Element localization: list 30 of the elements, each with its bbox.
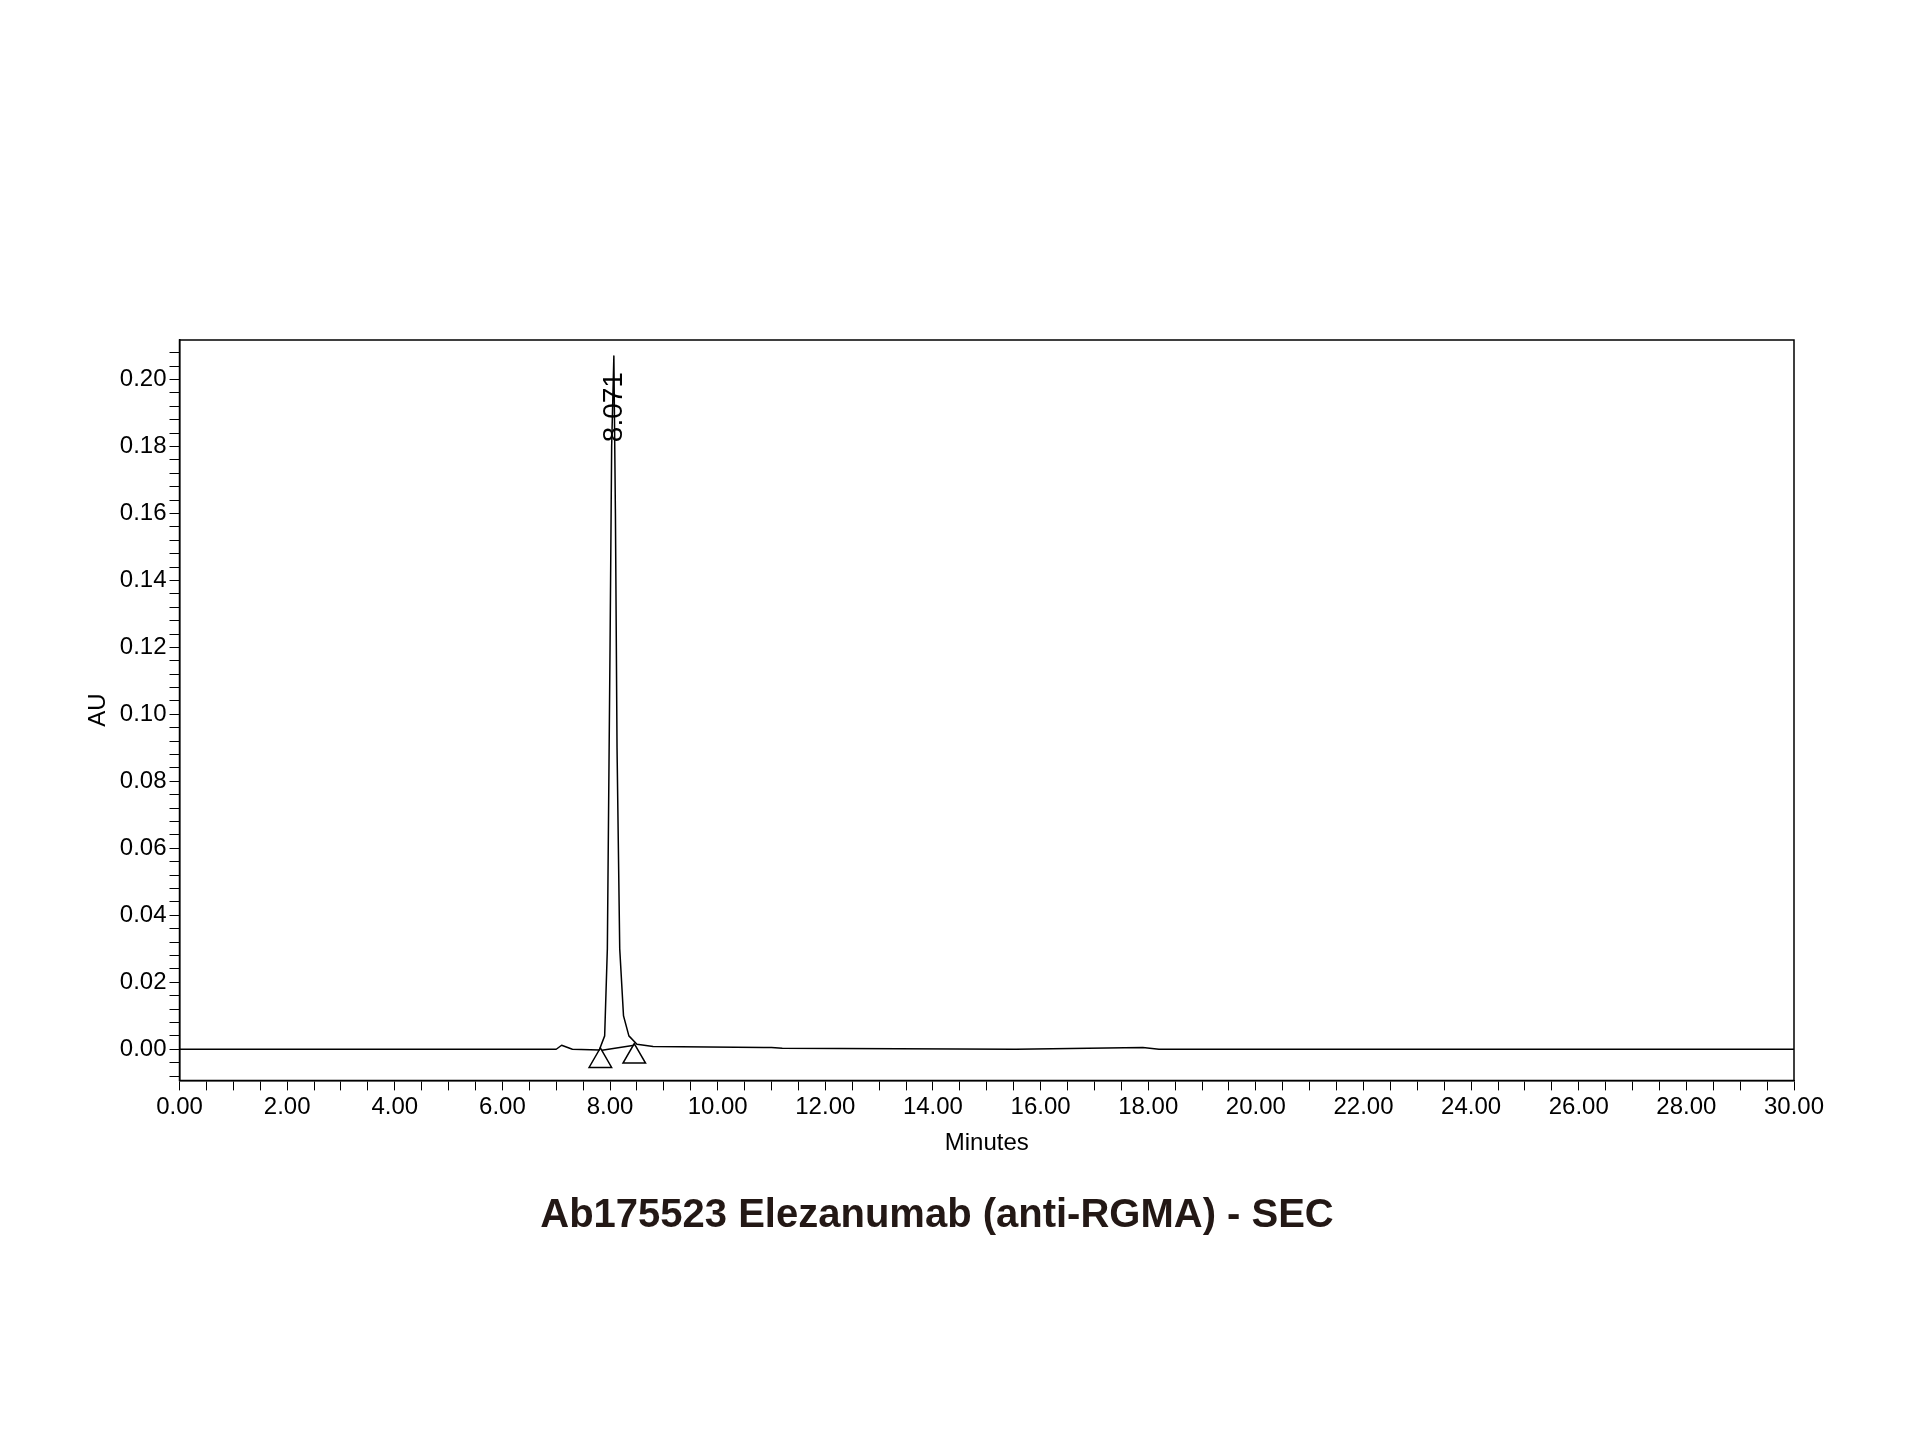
y-tick-label: 0.00 [119, 1033, 167, 1061]
y-tick-label: 0.08 [119, 765, 167, 793]
y-tick-label: 0.12 [119, 632, 167, 660]
x-tick-label: 4.00 [371, 1092, 419, 1120]
x-tick-label: 28.00 [1656, 1092, 1717, 1120]
x-tick-label: 10.00 [687, 1092, 748, 1120]
x-tick-label: 20.00 [1225, 1092, 1286, 1120]
x-tick-label: 8.00 [586, 1092, 634, 1120]
x-tick-label: 18.00 [1118, 1092, 1179, 1120]
x-tick-label: 24.00 [1441, 1092, 1502, 1120]
y-axis-title: AU [83, 693, 111, 727]
y-tick-label: 0.04 [119, 899, 167, 927]
text: Ab175523 Elezanumab (anti-RGMA) - SEC [540, 1191, 1334, 1236]
y-tick-label: 0.02 [119, 966, 167, 994]
y-tick-label: 0.20 [119, 364, 167, 392]
x-tick-label: 26.00 [1548, 1092, 1609, 1120]
x-tick-label: 2.00 [263, 1092, 311, 1120]
x-tick-label: 22.00 [1333, 1092, 1394, 1120]
x-tick-label: 6.00 [479, 1092, 526, 1120]
x-tick-label: 0.00 [156, 1092, 203, 1120]
x-axis-title: Minutes [944, 1128, 1029, 1156]
y-tick-label: 0.18 [119, 431, 167, 459]
x-tick-label: 16.00 [1010, 1092, 1071, 1120]
y-tick-label: 0.10 [119, 699, 167, 727]
y-tick-label: 0.16 [119, 498, 167, 526]
x-tick-label: 30.00 [1763, 1092, 1825, 1120]
x-tick-label: 12.00 [795, 1092, 856, 1120]
y-tick-label: 0.06 [119, 832, 167, 860]
y-tick-label: 0.14 [119, 565, 167, 593]
x-tick-label: 14.00 [902, 1092, 963, 1120]
